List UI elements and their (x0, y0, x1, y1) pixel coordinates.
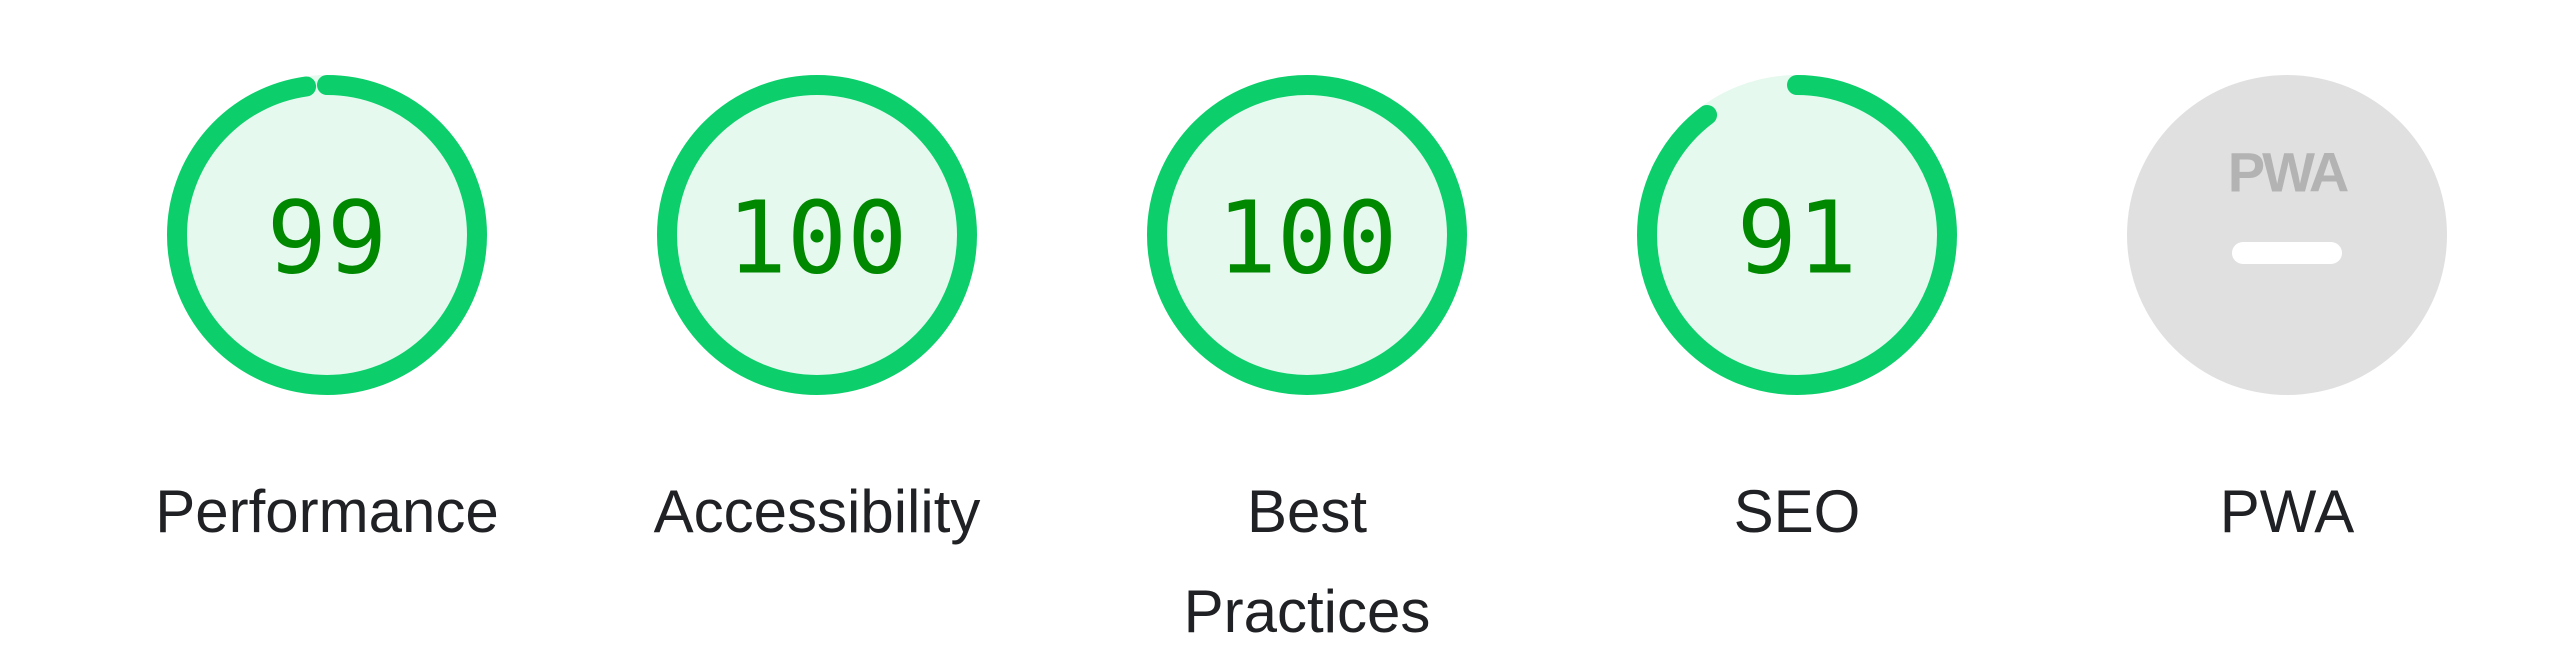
gauge-accessibility[interactable]: 100 Accessibility (572, 70, 1062, 562)
gauge-ring-best-practices: 100 (1147, 75, 1467, 395)
pwa-logo-icon: PWA (2228, 141, 2348, 204)
gauge-label: PWA (2219, 478, 2355, 545)
gauge-ring-seo: 91 (1637, 75, 1957, 395)
gauge-arc (657, 75, 977, 395)
gauge-arc (1147, 75, 1467, 395)
gauge-arc (1637, 75, 1957, 395)
gauge-seo[interactable]: 91 SEO (1552, 70, 2042, 562)
pwa-gauge-background (2127, 75, 2447, 395)
gauge-score: 100 (727, 180, 908, 297)
gauge-pwa[interactable]: PWA PWA (2042, 70, 2532, 562)
gauge-arc (167, 75, 487, 395)
gauge-ring-pwa: PWA (2127, 75, 2447, 395)
gauge-best-practices[interactable]: 100 Best Practices (1062, 70, 1552, 662)
gauge-ring-performance: 99 (167, 75, 487, 395)
gauge-ring-accessibility: 100 (657, 75, 977, 395)
pwa-not-applicable-dash (2232, 242, 2342, 264)
gauge-score: 99 (267, 180, 387, 297)
gauge-label: SEO (1733, 478, 1861, 545)
gauge-performance[interactable]: 99 Performance (82, 70, 572, 562)
gauge-label: Best Practices (1183, 478, 1431, 645)
gauge-label: Performance (155, 478, 499, 545)
gauge-score: 91 (1737, 180, 1857, 297)
gauge-score: 100 (1217, 180, 1398, 297)
gauge-label: Accessibility (653, 478, 981, 545)
